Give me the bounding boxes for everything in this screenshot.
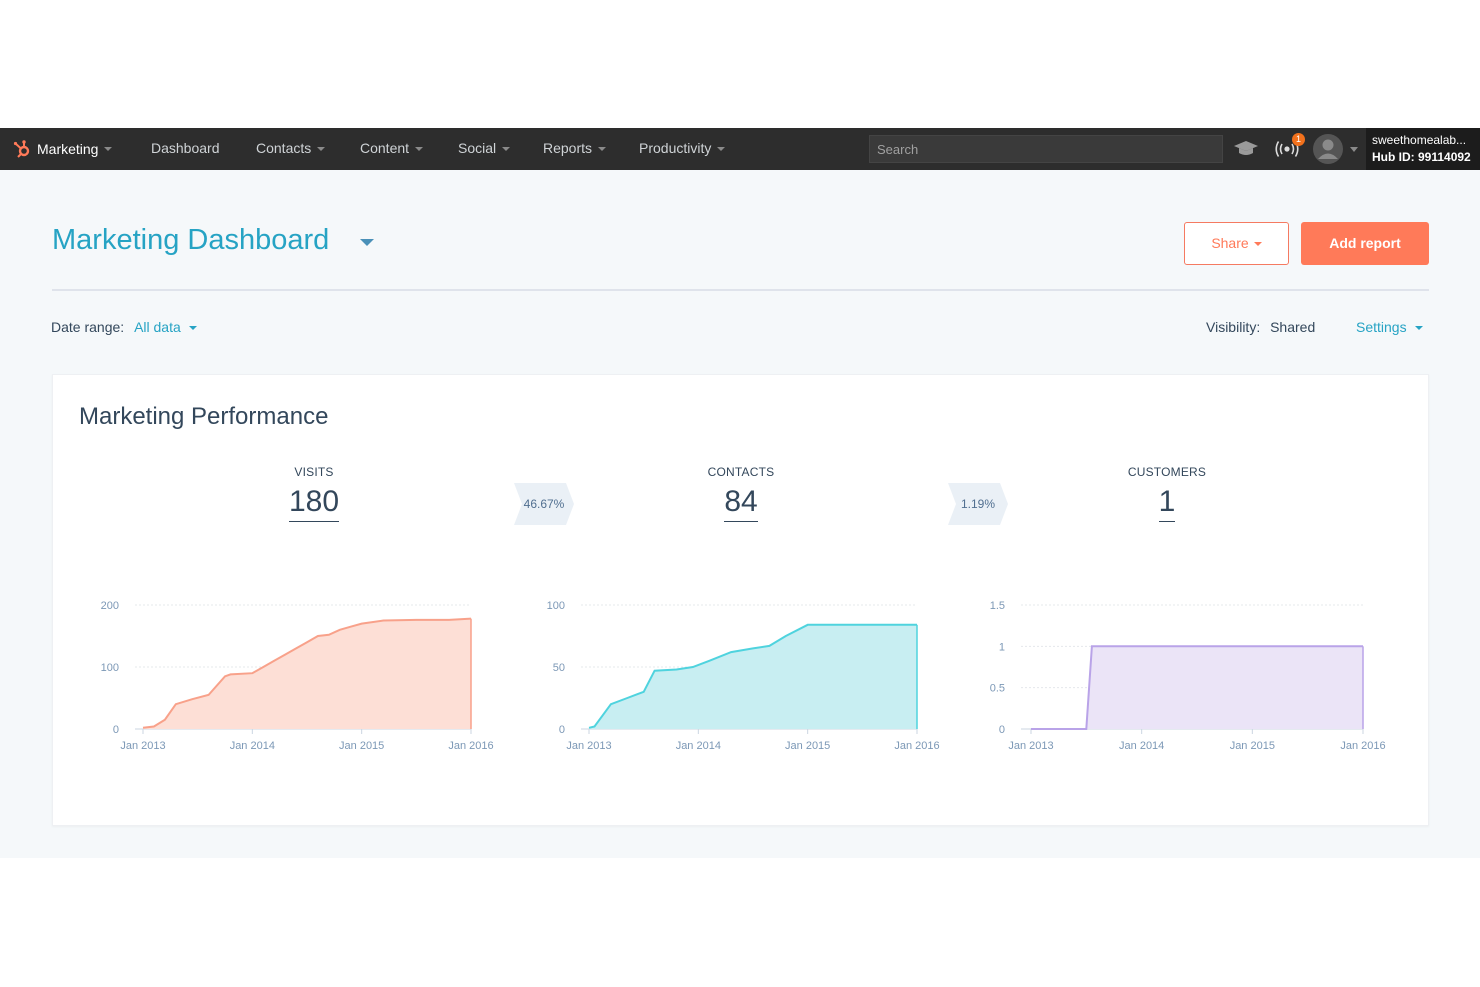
nav-item-label: Reports xyxy=(543,140,593,156)
chevron-down-icon xyxy=(598,147,607,152)
divider xyxy=(52,289,1429,291)
visits-area-chart: 0 100 200 Jan 2013 Jan 2014 Jan 2015 Jan 2016 xyxy=(101,600,494,752)
brand-label: Marketing xyxy=(37,141,99,157)
visibility-label: Visibility: xyxy=(1206,319,1261,335)
metric-value[interactable]: 180 xyxy=(288,485,340,522)
add-report-button[interactable]: Add report xyxy=(1301,222,1429,265)
top-navigation: Marketing Dashboard Contacts Content Soc… xyxy=(0,128,1480,170)
series-line[interactable] xyxy=(1031,645,1363,730)
nav-item-contacts[interactable]: Contacts xyxy=(256,140,326,156)
y-tick-label: 1.5 xyxy=(990,600,1005,612)
date-range-filter: Date range: All data xyxy=(51,319,197,335)
customers-area-chart: 0 0.5 1 1.5 Jan 2013 Jan 2014 Jan 2015 Jan 2016 xyxy=(990,600,1386,752)
x-tick-label: Jan 2014 xyxy=(1119,740,1164,752)
y-tick-label: 1 xyxy=(999,641,1005,653)
chevron-down-icon[interactable] xyxy=(360,239,374,246)
x-tick-label: Jan 2013 xyxy=(566,740,611,752)
chevron-arrow-shape xyxy=(948,483,1008,525)
metric-value[interactable]: 84 xyxy=(724,485,758,522)
metric-contacts: CONTACTS 84 xyxy=(641,465,841,522)
x-tick-label: Jan 2015 xyxy=(1230,740,1275,752)
chevron-down-icon xyxy=(1414,326,1423,331)
visibility-value: Shared xyxy=(1270,319,1316,335)
hubspot-logo-icon xyxy=(13,140,30,158)
chevron-down-icon xyxy=(415,147,424,152)
metric-visits: VISITS 180 xyxy=(214,465,414,522)
x-tick-label: Jan 2013 xyxy=(120,740,165,752)
y-tick-label: 200 xyxy=(101,600,119,612)
academy-icon[interactable] xyxy=(1233,140,1259,158)
conversion-rate-label: 46.67% xyxy=(523,497,565,511)
chevron-down-icon xyxy=(502,147,511,152)
y-tick-label: 0 xyxy=(559,724,565,736)
metric-label: CUSTOMERS xyxy=(1127,465,1207,479)
brand-menu[interactable]: Marketing xyxy=(13,139,113,159)
nav-item-content[interactable]: Content xyxy=(360,140,424,156)
x-tick-label: Jan 2015 xyxy=(339,740,384,752)
series-line[interactable] xyxy=(588,623,917,729)
nav-item-label: Productivity xyxy=(639,140,712,156)
series-area xyxy=(1031,646,1363,729)
x-tick-label: Jan 2014 xyxy=(230,740,275,752)
metric-label: VISITS xyxy=(294,465,334,479)
visibility-filter: Visibility: Shared xyxy=(1206,319,1315,335)
x-tick-label: Jan 2014 xyxy=(676,740,721,752)
date-range-dropdown[interactable]: All data xyxy=(134,319,197,335)
hub-id: Hub ID: 99114092 xyxy=(1372,150,1471,164)
card-title: Marketing Performance xyxy=(79,403,329,430)
conversion-rate-contacts-customers: 1.19% xyxy=(948,483,1008,525)
metric-value[interactable]: 1 xyxy=(1158,485,1176,522)
share-button[interactable]: Share xyxy=(1184,222,1289,265)
nav-item-reports[interactable]: Reports xyxy=(543,140,607,156)
chevron-down-icon xyxy=(188,326,197,331)
page-title[interactable]: Marketing Dashboard xyxy=(52,224,330,256)
y-tick-label: 0 xyxy=(999,724,1005,736)
x-tick-label: Jan 2016 xyxy=(448,740,493,752)
x-tick-label: Jan 2013 xyxy=(1008,740,1053,752)
x-tick-label: Jan 2015 xyxy=(785,740,830,752)
marketing-performance-card: Marketing Performance VISITS 180 CONTACT… xyxy=(52,374,1429,826)
nav-item-label: Dashboard xyxy=(151,140,220,156)
account-name: sweethomealab... xyxy=(1372,133,1467,147)
y-tick-label: 0 xyxy=(113,724,119,736)
chevron-down-icon xyxy=(317,147,326,152)
app-window: Marketing Dashboard Contacts Content Soc… xyxy=(0,128,1480,858)
y-tick-label: 0.5 xyxy=(990,683,1005,695)
date-range-label: Date range: xyxy=(51,319,125,335)
nav-item-dashboard[interactable]: Dashboard xyxy=(151,140,220,156)
y-tick-label: 50 xyxy=(553,662,565,674)
x-tick-label: Jan 2016 xyxy=(1340,740,1385,752)
series-area xyxy=(589,624,917,729)
y-tick-label: 100 xyxy=(547,600,565,612)
y-tick-label: 100 xyxy=(101,662,119,674)
date-range-value: All data xyxy=(134,319,181,335)
series-area xyxy=(143,618,471,729)
notification-badge: 1 xyxy=(1292,133,1305,146)
notifications-icon[interactable] xyxy=(1274,140,1300,158)
series-line[interactable] xyxy=(142,617,472,729)
nav-item-social[interactable]: Social xyxy=(458,140,511,156)
conversion-rate-label: 1.19% xyxy=(960,497,996,511)
nav-item-label: Content xyxy=(360,140,410,156)
metric-customers: CUSTOMERS 1 xyxy=(1067,465,1267,522)
settings-label: Settings xyxy=(1356,319,1407,335)
nav-item-label: Contacts xyxy=(256,140,312,156)
nav-item-label: Social xyxy=(458,140,497,156)
avatar-menu[interactable] xyxy=(1313,133,1361,165)
chevron-down-icon xyxy=(1253,242,1262,247)
nav-item-productivity[interactable]: Productivity xyxy=(639,140,726,156)
conversion-rate-visits-contacts: 46.67% xyxy=(514,483,574,525)
x-tick-label: Jan 2016 xyxy=(894,740,939,752)
share-label: Share xyxy=(1211,235,1249,251)
metric-label: CONTACTS xyxy=(707,465,775,479)
contacts-area-chart: 0 50 100 Jan 2013 Jan 2014 Jan 2015 Jan 2016 xyxy=(547,600,940,752)
search-box xyxy=(869,135,1223,163)
chevron-arrow-shape xyxy=(514,483,574,525)
search-input[interactable] xyxy=(877,142,1215,157)
chevron-down-icon xyxy=(104,147,113,151)
chevron-down-icon xyxy=(717,147,726,152)
account-switcher[interactable]: sweethomealab... Hub ID: 99114092 xyxy=(1366,128,1480,170)
settings-dropdown[interactable]: Settings xyxy=(1356,319,1423,335)
